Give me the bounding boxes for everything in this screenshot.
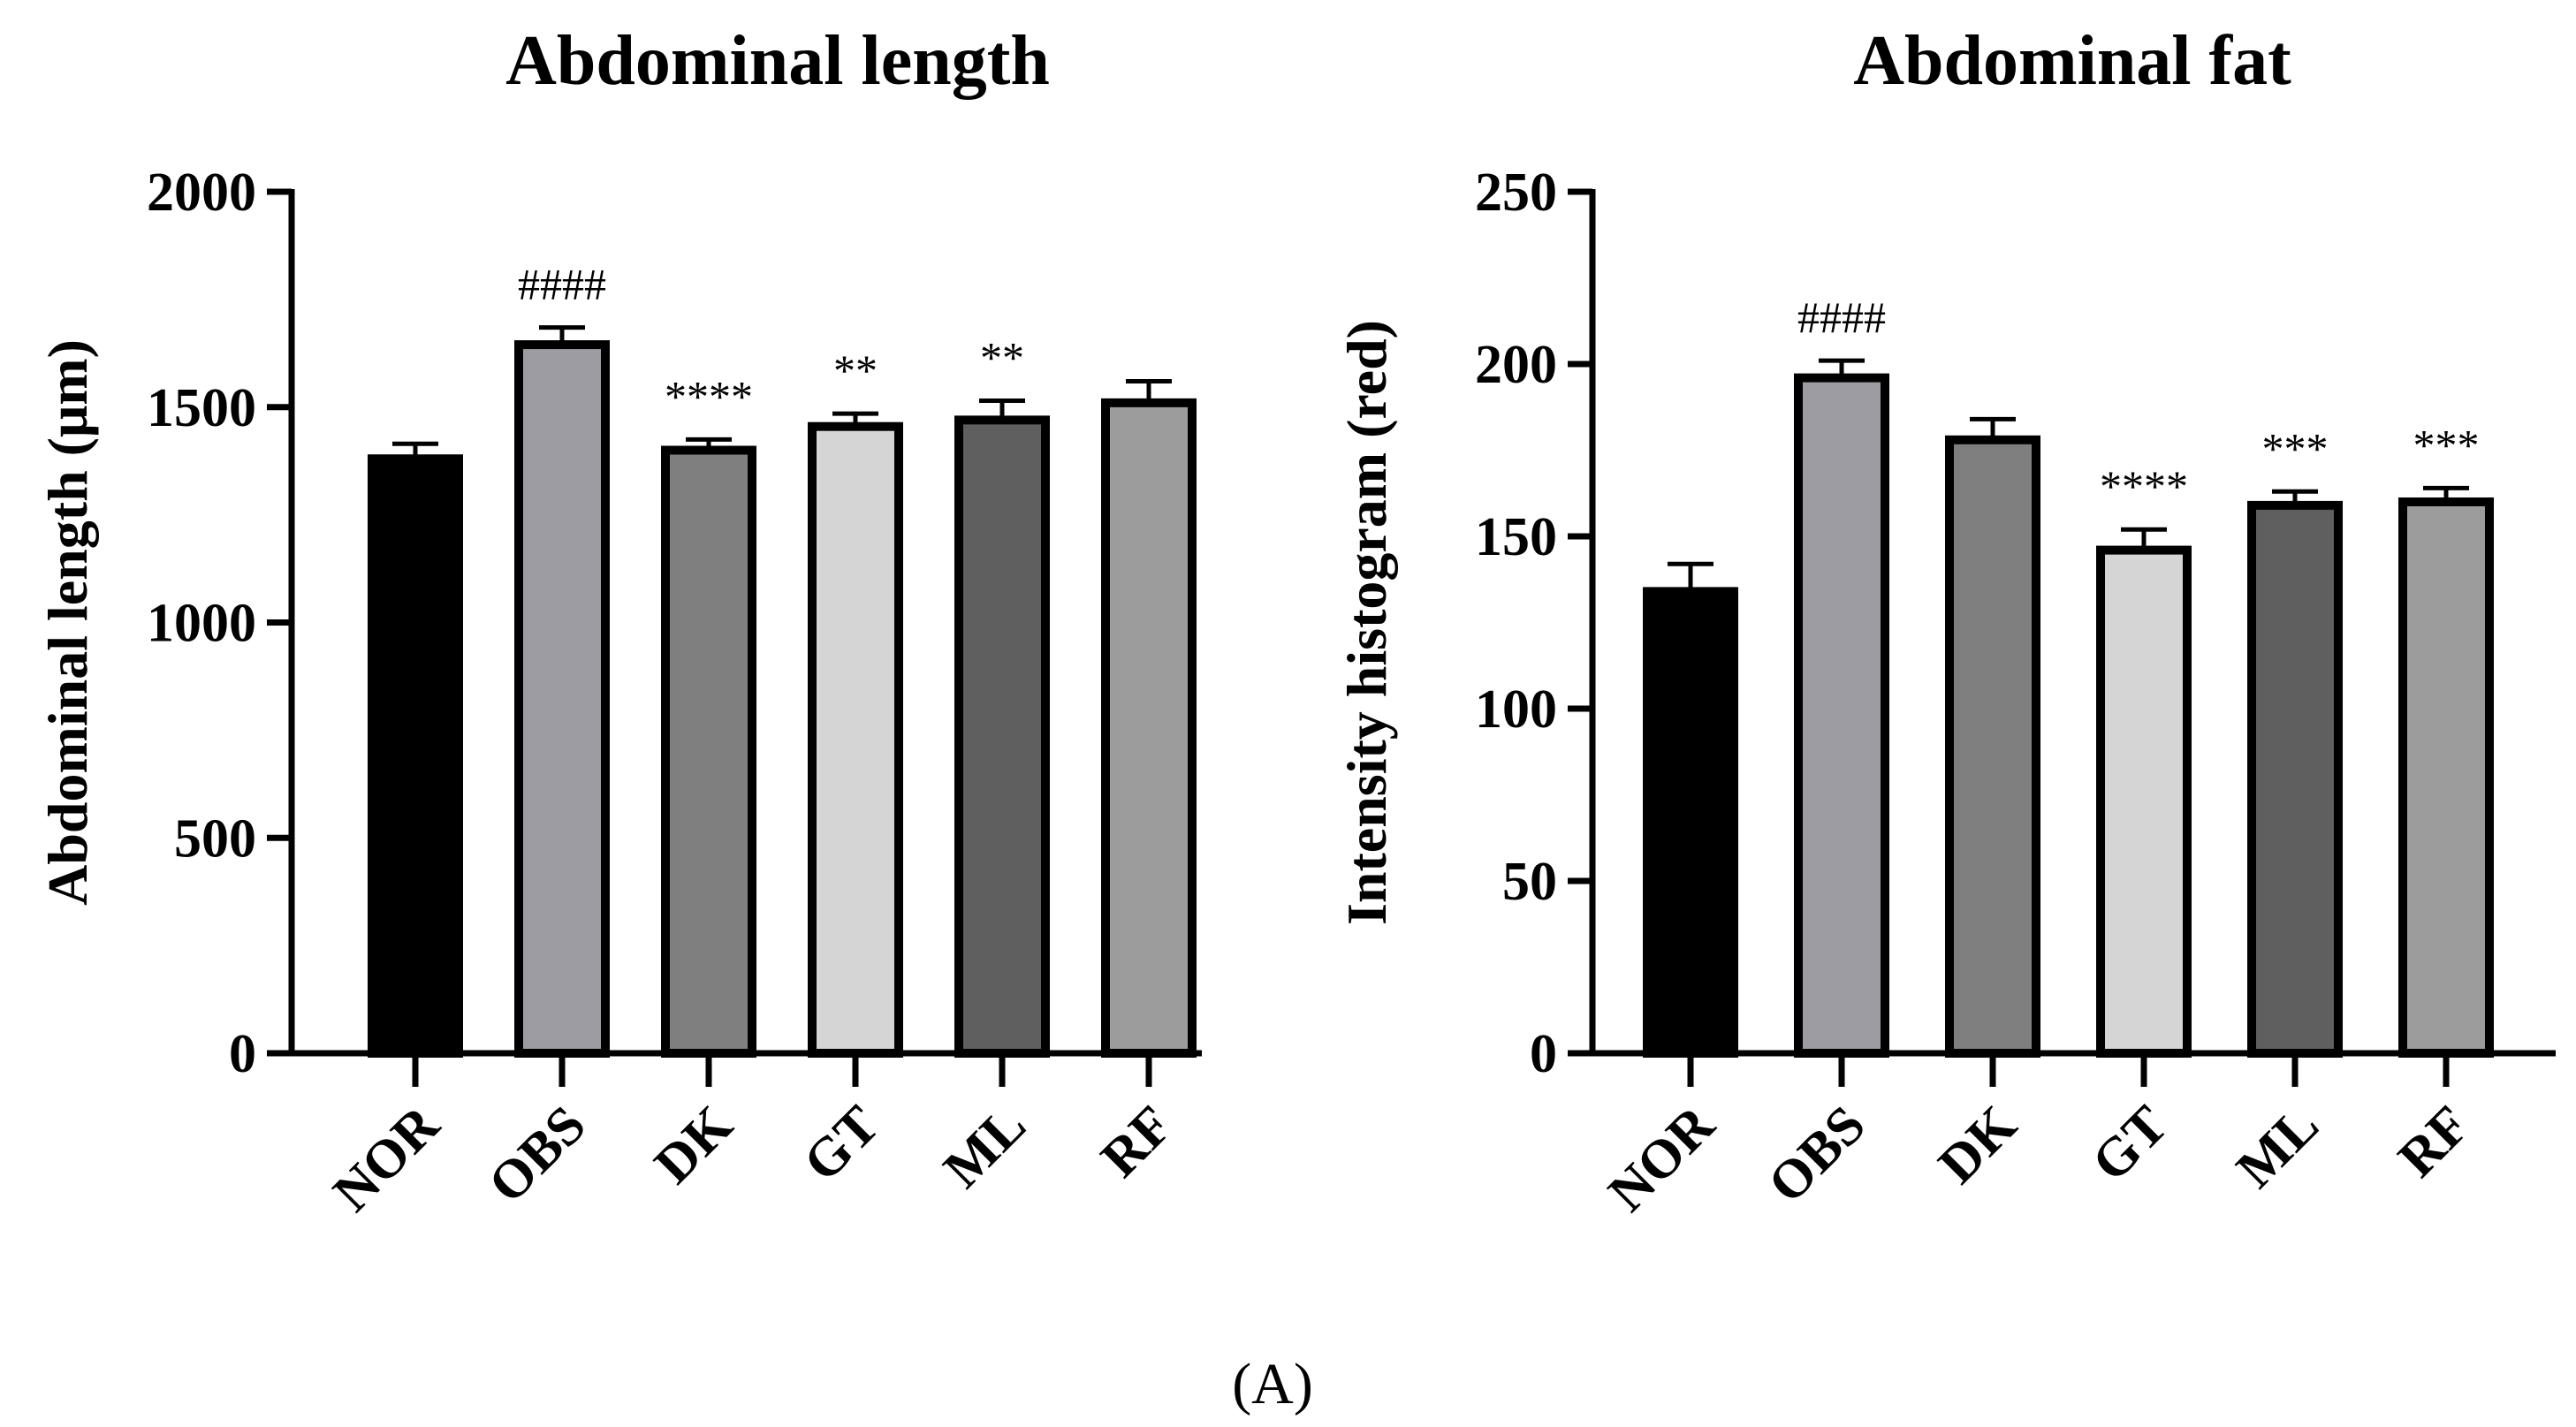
x-tick-label: NOR: [322, 1094, 451, 1223]
bar-rf: [1101, 398, 1197, 1058]
x-tick-label: ML: [932, 1095, 1037, 1200]
bar-obs: [1794, 373, 1889, 1059]
y-tick-label: 250: [1475, 163, 1557, 223]
bar-gt: [808, 421, 903, 1058]
y-axis-label: Intensity histogram (red): [1335, 320, 1398, 925]
chart-title: Abdominal length: [505, 22, 1050, 100]
bar-obs: [514, 340, 610, 1058]
significance-label: ####: [1797, 292, 1886, 342]
figure-label: (A): [1232, 1352, 1313, 1416]
y-tick-label: 200: [1475, 335, 1557, 395]
significance-label: ####: [518, 260, 606, 309]
chart-abdominal-fat: Abdominal fat Intensity histogram (red) 0 5…: [1335, 22, 2556, 1223]
x-tick-label: ML: [2225, 1095, 2330, 1200]
significance-label: ****: [665, 371, 753, 421]
x-tick-label: GT: [2080, 1095, 2178, 1193]
bar-rf: [2398, 497, 2494, 1058]
y-tick-label: 50: [1502, 852, 1557, 912]
bar-ml: [2247, 500, 2343, 1058]
bar-ml: [954, 415, 1050, 1058]
y-tick-label: 0: [229, 1024, 256, 1084]
chart-abdominal-length: Abdominal length Abdominal length (μm) 0 50…: [36, 22, 1202, 1223]
y-tick-label: 1000: [147, 594, 256, 654]
x-tick-label: OBS: [477, 1095, 597, 1215]
y-tick-label: 500: [174, 808, 256, 869]
y-axis-label: Abdominal length (μm): [36, 339, 99, 906]
bar-nor: [1643, 587, 1738, 1058]
x-tick-label: RF: [1090, 1095, 1184, 1189]
significance-label: ****: [2100, 461, 2188, 511]
significance-label: **: [980, 332, 1024, 382]
x-tick-label: DK: [1927, 1095, 2028, 1195]
x-tick-label: OBS: [1757, 1095, 1877, 1215]
bar-gt: [2096, 545, 2192, 1058]
x-tick-label: DK: [643, 1095, 744, 1195]
bar-dk: [661, 445, 756, 1058]
y-tick-label: 0: [1530, 1024, 1557, 1084]
significance-label: **: [833, 345, 878, 395]
chart-title: Abdominal fat: [1853, 22, 2291, 100]
y-tick-label: 1500: [147, 378, 256, 438]
bar-nor: [368, 454, 463, 1058]
x-tick-label: NOR: [1597, 1094, 1726, 1223]
significance-label: ***: [2262, 423, 2329, 473]
x-tick-label: RF: [2387, 1095, 2481, 1189]
significance-label: ***: [2413, 420, 2480, 469]
y-tick-label: 2000: [147, 163, 256, 223]
y-tick-label: 100: [1475, 679, 1557, 740]
x-tick-label: GT: [792, 1095, 890, 1193]
bar-dk: [1945, 435, 2040, 1058]
y-tick-label: 150: [1475, 507, 1557, 567]
